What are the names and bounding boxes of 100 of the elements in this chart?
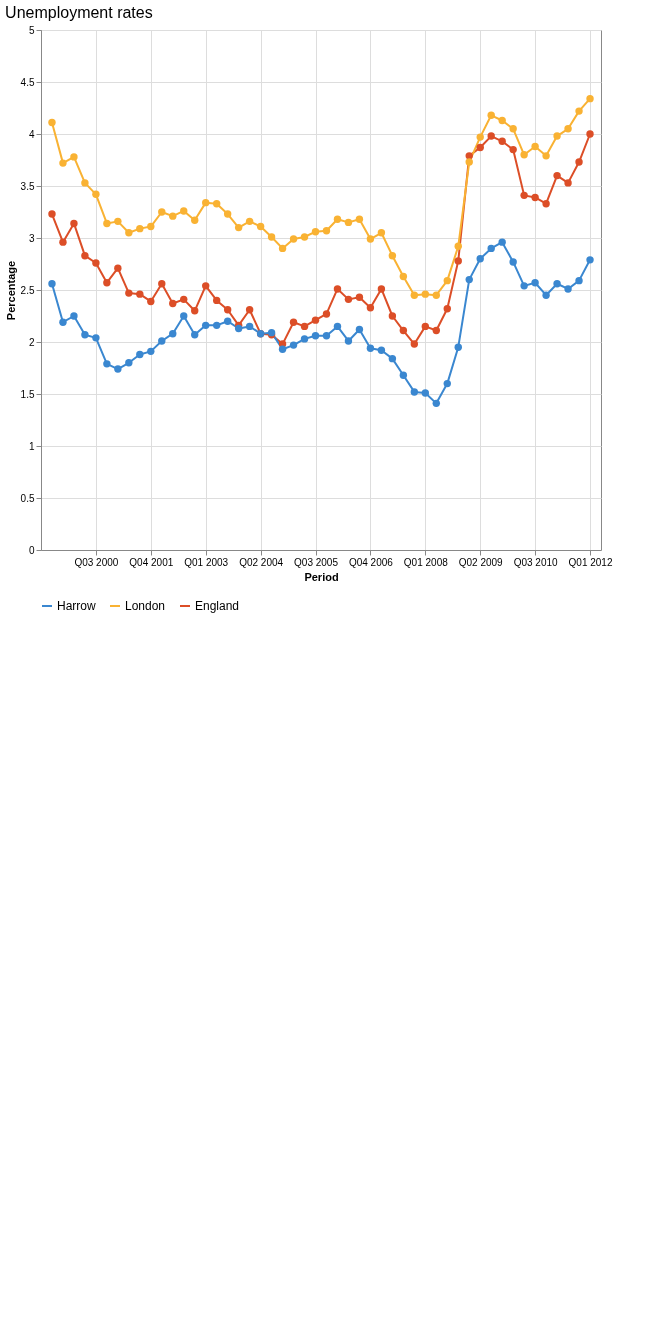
y-tick-label: 0.5 (20, 492, 35, 504)
point (388, 312, 397, 320)
point (399, 272, 408, 281)
point (311, 228, 320, 236)
point (487, 132, 495, 140)
point (333, 215, 342, 223)
point (355, 215, 364, 223)
point (322, 227, 331, 235)
y-tick-label: 1.5 (20, 388, 35, 400)
point (542, 152, 550, 160)
x-tick-label: Q03 2005 (294, 556, 339, 568)
point (223, 306, 232, 314)
point (432, 399, 440, 408)
point (333, 285, 342, 293)
point (158, 337, 166, 345)
point (92, 334, 100, 342)
point (169, 299, 177, 308)
point (147, 297, 155, 306)
point (180, 207, 188, 215)
point (103, 360, 111, 368)
point (59, 238, 67, 246)
point (432, 326, 440, 335)
point (575, 276, 583, 285)
point (70, 153, 78, 161)
point (289, 318, 298, 326)
point (125, 289, 133, 297)
x-tick-label: Q03 2010 (513, 556, 559, 568)
point (344, 218, 353, 227)
point (520, 282, 528, 290)
point (410, 291, 419, 299)
point (465, 152, 473, 160)
x-axis-title: Period (304, 570, 339, 583)
point (59, 159, 67, 167)
point (300, 233, 309, 241)
point (564, 179, 572, 187)
point (202, 282, 210, 290)
point (114, 365, 122, 373)
point (388, 251, 397, 260)
point (454, 343, 462, 351)
point (498, 116, 506, 125)
point (366, 344, 375, 352)
point (223, 317, 232, 325)
point (421, 322, 430, 331)
point (564, 125, 572, 133)
point (509, 125, 517, 133)
point (531, 193, 539, 202)
legend-label: London (125, 599, 166, 613)
point (136, 350, 144, 359)
y-tick-label: 2 (28, 336, 35, 348)
point (487, 244, 495, 253)
x-tick-label: Q01 2008 (403, 556, 449, 568)
point (344, 295, 353, 304)
y-tick-label: 2.5 (20, 284, 35, 296)
x-tick-label: Q02 2004 (239, 556, 284, 568)
x-tick-label: Q01 2003 (184, 556, 229, 568)
point (465, 275, 473, 284)
point (476, 255, 484, 263)
point (103, 279, 111, 287)
point (267, 233, 276, 241)
point (125, 229, 133, 237)
point (322, 332, 331, 340)
point (553, 132, 561, 140)
point (410, 388, 419, 396)
point (180, 312, 188, 320)
x-tick-label: Q02 2009 (458, 556, 504, 568)
point (443, 379, 451, 388)
point (377, 285, 386, 293)
point (70, 312, 78, 320)
point (509, 258, 517, 266)
point (542, 291, 550, 299)
point (289, 341, 298, 349)
point (498, 137, 506, 145)
chart-title: Unemployment rates (5, 4, 153, 21)
point (136, 290, 144, 298)
point (180, 295, 188, 304)
point (169, 329, 177, 338)
point (421, 389, 430, 397)
point (125, 359, 133, 367)
x-tick-label: Q03 2000 (74, 556, 119, 568)
point (421, 290, 430, 298)
point (443, 276, 451, 285)
point (520, 151, 528, 159)
point (498, 238, 506, 246)
point (191, 331, 199, 339)
y-tick-label: 3.5 (20, 180, 35, 192)
point (575, 107, 583, 115)
point (278, 345, 287, 353)
point (553, 280, 561, 288)
point (300, 322, 309, 331)
point (355, 293, 364, 301)
y-axis-title: Percentage (4, 260, 17, 321)
point (158, 208, 166, 216)
point (366, 303, 375, 312)
point (377, 346, 386, 355)
point (355, 325, 364, 334)
point (300, 335, 309, 343)
y-tick-label: 5 (28, 24, 35, 36)
point (202, 198, 210, 207)
x-tick-label: Q04 2006 (348, 556, 394, 568)
point (212, 321, 221, 330)
